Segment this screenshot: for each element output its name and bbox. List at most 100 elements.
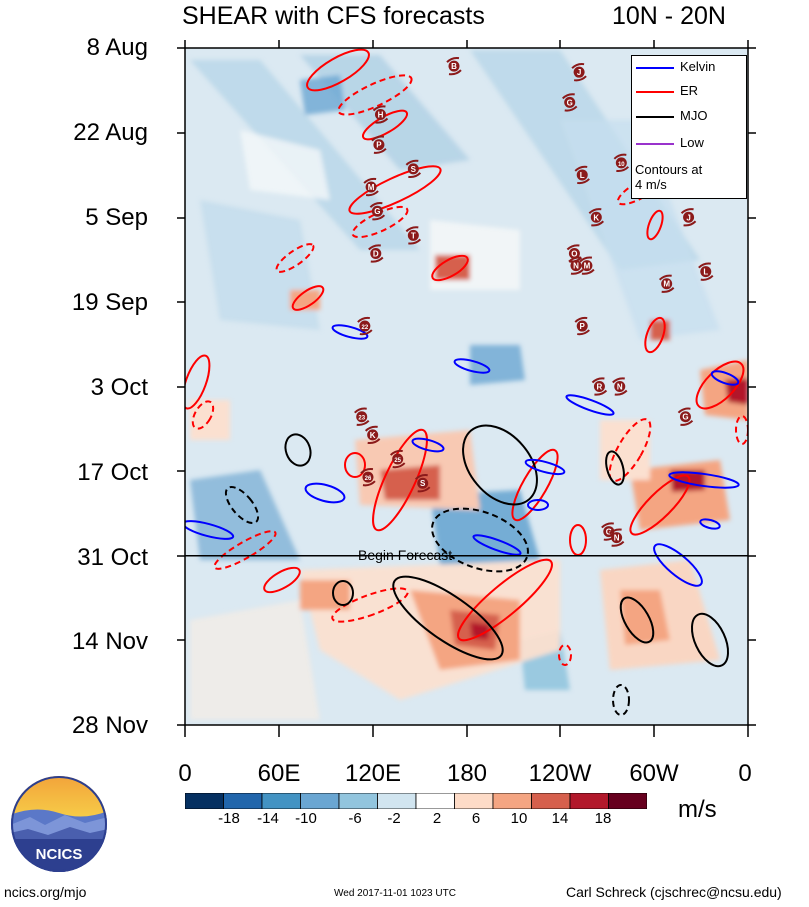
mjo-contour <box>690 612 730 668</box>
storm-marker: M <box>579 256 595 275</box>
storm-marker-dot <box>362 471 374 483</box>
storm-marker: L <box>698 262 714 281</box>
colorbar-label: -10 <box>295 810 317 827</box>
storm-swirl-icon <box>562 93 578 112</box>
x-tick-label: 120W <box>528 760 592 787</box>
storm-marker-label: R <box>597 383 603 392</box>
colorbar <box>185 793 647 809</box>
colorbar-units: m/s <box>678 796 717 823</box>
storm-marker: G <box>369 202 386 221</box>
er-contour <box>695 360 745 410</box>
colorbar-label: 6 <box>471 810 481 827</box>
storm-marker-dot <box>614 381 626 392</box>
storm-marker-label: 23 <box>358 416 365 422</box>
y-tick-label: 17 Oct <box>77 459 148 486</box>
storm-marker-dot <box>576 320 588 332</box>
storm-marker-label: L <box>580 171 585 180</box>
mjo-contour <box>284 433 312 467</box>
storm-swirl-icon <box>372 105 389 124</box>
storm-marker-label: M <box>584 262 591 271</box>
x-tick-label: 60E <box>257 760 301 787</box>
storm-marker: 26 <box>360 468 376 487</box>
storm-swirl-icon <box>591 377 608 396</box>
storm-marker: T <box>405 226 422 245</box>
contours <box>185 48 748 716</box>
kelvin-contour <box>331 324 369 340</box>
er-contour <box>372 428 428 532</box>
storm-marker-dot <box>568 248 580 260</box>
storm-marker-label: N <box>573 262 579 271</box>
er-contour <box>511 448 559 522</box>
storm-swirl-icon <box>369 202 386 221</box>
storm-swirl-icon <box>371 135 387 154</box>
storm-swirl-icon <box>608 528 625 547</box>
mjo-contour <box>392 575 504 661</box>
footer-site[interactable]: ncics.org/mjo <box>4 884 87 900</box>
storm-swirl-icon <box>571 63 587 82</box>
kelvin-contour <box>453 358 491 374</box>
storm-swirl-icon <box>612 377 628 396</box>
x-tick-label: 0 <box>178 760 192 787</box>
kelvin-contour <box>472 534 522 556</box>
storm-marker: 22 <box>357 316 373 336</box>
storm-marker: L <box>574 165 590 185</box>
storm-marker-label: K <box>370 431 376 440</box>
storm-marker-dot <box>573 66 585 78</box>
er-contour <box>291 285 325 311</box>
storm-marker-label: N <box>614 534 620 543</box>
legend-note-line: Contours at <box>635 162 703 177</box>
storm-swirl-icon <box>405 226 422 245</box>
storm-marker-label: M <box>663 280 670 289</box>
mjo-contour <box>332 580 354 606</box>
colorbar-label: 18 <box>594 810 612 827</box>
y-tick-label: 19 Sep <box>71 289 148 316</box>
colorbar-swatch <box>569 793 609 809</box>
storm-marker: N <box>608 528 625 547</box>
storm-marker-dot <box>407 163 419 175</box>
storm-marker-dot <box>392 453 404 465</box>
y-tick-label: 28 Nov <box>71 712 148 739</box>
storm-marker-dot <box>367 429 379 441</box>
storm-marker-dot <box>370 248 382 260</box>
legend-swatch <box>636 91 674 93</box>
storm-marker: K <box>364 425 381 445</box>
colorbar-swatch <box>338 793 378 809</box>
legend-note: Contours at 4 m/s <box>635 162 702 192</box>
legend-swatch <box>636 116 674 118</box>
storm-marker-dot <box>448 60 460 72</box>
storm-marker-label: T <box>411 231 416 240</box>
er-contour <box>348 165 442 215</box>
footer-timestamp: Wed 2017-11-01 1023 UTC <box>334 888 456 899</box>
storm-marker-label: O <box>571 250 577 259</box>
y-tick-label: 8 Aug <box>86 34 148 61</box>
colorbar-label: 14 <box>551 810 569 827</box>
colorbar-swatch <box>454 793 494 809</box>
storm-swirl-icon <box>415 474 431 493</box>
storm-marker-dot <box>365 181 377 193</box>
er-contour <box>457 558 553 642</box>
storm-marker-label: G <box>606 528 612 537</box>
er-contour <box>558 644 572 666</box>
mjo-contour <box>619 596 655 644</box>
storm-swirl-icon <box>574 316 590 336</box>
colorbar-label: -2 <box>387 810 401 827</box>
storm-marker-label: N <box>617 383 623 392</box>
legend-swatch <box>636 67 674 69</box>
storm-marker: P <box>574 316 590 336</box>
colorbar-swatch <box>377 793 417 809</box>
storm-marker-dot <box>615 157 627 169</box>
storm-swirl-icon <box>680 208 697 227</box>
kelvin-contour <box>653 543 703 587</box>
kelvin-contour <box>565 394 615 416</box>
colorbar-label: 2 <box>432 810 442 827</box>
legend-label: ER <box>680 83 699 98</box>
er-contour <box>185 354 211 410</box>
er-contour <box>306 48 370 92</box>
mjo-contour <box>612 684 630 716</box>
storm-marker-label: M <box>368 183 375 192</box>
storm-swirl-icon <box>363 177 379 197</box>
er-contour <box>351 205 409 239</box>
kelvin-contour <box>411 437 445 453</box>
mjo-contour <box>431 507 529 573</box>
colorbar-swatch <box>300 793 340 809</box>
